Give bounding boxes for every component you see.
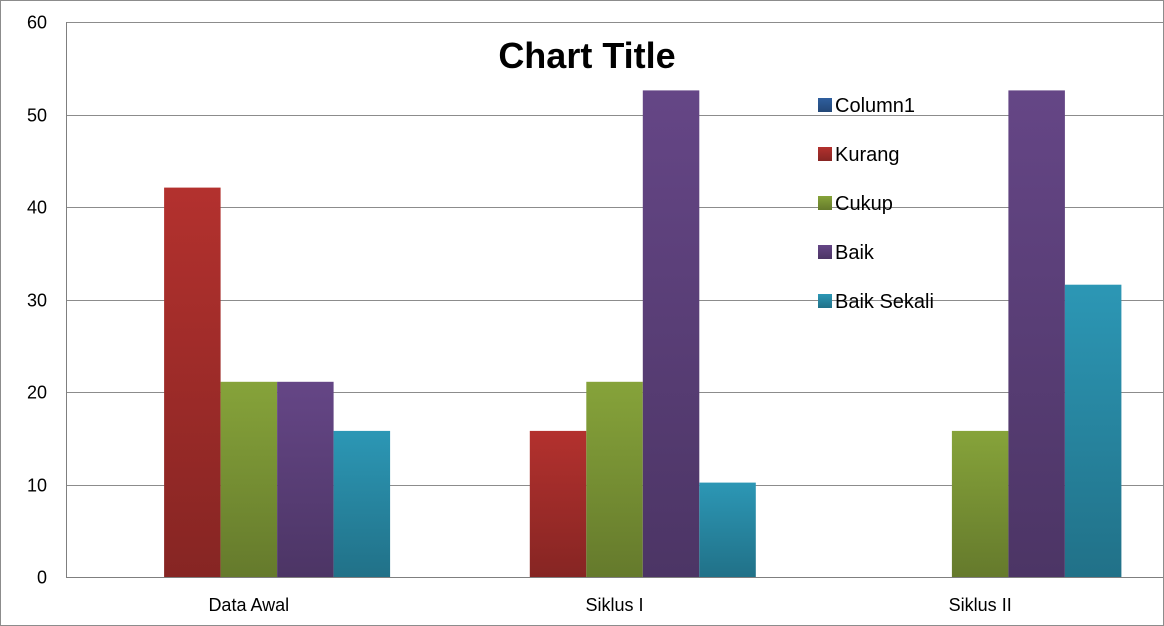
legend-label: Baik Sekali <box>835 291 934 313</box>
legend-swatch <box>818 245 832 259</box>
bar-cukup-siklus-i <box>586 381 643 577</box>
legend-label: Column1 <box>835 95 915 117</box>
x-tick-label: Siklus I <box>585 595 643 615</box>
bar-baik-sekali-siklus-ii <box>1064 284 1122 577</box>
bar-baik-siklus-i <box>642 90 700 578</box>
bar-kurang-siklus-i <box>529 430 587 577</box>
x-tick-label: Siklus II <box>949 595 1012 615</box>
legend-item-cukup: Cukup <box>818 193 893 215</box>
bar-cukup-data-awal <box>220 381 278 577</box>
y-tick-label: 10 <box>27 476 47 496</box>
y-tick-label: 50 <box>27 106 47 126</box>
y-tick-label: 40 <box>27 198 47 218</box>
legend-swatch <box>818 294 832 308</box>
legend-item-kurang: Kurang <box>818 144 900 166</box>
bar-baik-sekali-siklus-i <box>699 482 756 577</box>
y-tick-label: 20 <box>27 383 47 403</box>
chart-title: Chart Title <box>498 35 675 76</box>
legend: Column1 Kurang Cukup Baik Baik Sekali <box>818 95 934 313</box>
x-axis-tick-labels: Data Awal Siklus I Siklus II <box>208 595 1011 615</box>
legend-item-baik: Baik <box>818 242 875 264</box>
bar-kurang-data-awal <box>164 187 221 577</box>
legend-swatch <box>818 196 832 210</box>
legend-label: Kurang <box>835 144 900 166</box>
legend-label: Baik <box>835 242 875 264</box>
y-tick-label: 0 <box>37 568 47 588</box>
legend-label: Cukup <box>835 193 893 215</box>
legend-item-column1: Column1 <box>818 95 915 117</box>
bar-baik-data-awal <box>277 381 334 577</box>
legend-swatch <box>818 147 832 161</box>
y-tick-label: 60 <box>27 13 47 33</box>
bars <box>164 90 1122 578</box>
legend-item-baik-sekali: Baik Sekali <box>818 291 934 313</box>
x-tick-label: Data Awal <box>208 595 289 615</box>
bar-baik-siklus-ii <box>1008 90 1065 578</box>
bar-baik-sekali-data-awal <box>333 430 391 577</box>
y-tick-label: 30 <box>27 291 47 311</box>
y-axis-tick-labels: 0 10 20 30 40 50 60 <box>27 13 47 588</box>
bar-cukup-siklus-ii <box>951 430 1009 577</box>
legend-swatch <box>818 98 832 112</box>
